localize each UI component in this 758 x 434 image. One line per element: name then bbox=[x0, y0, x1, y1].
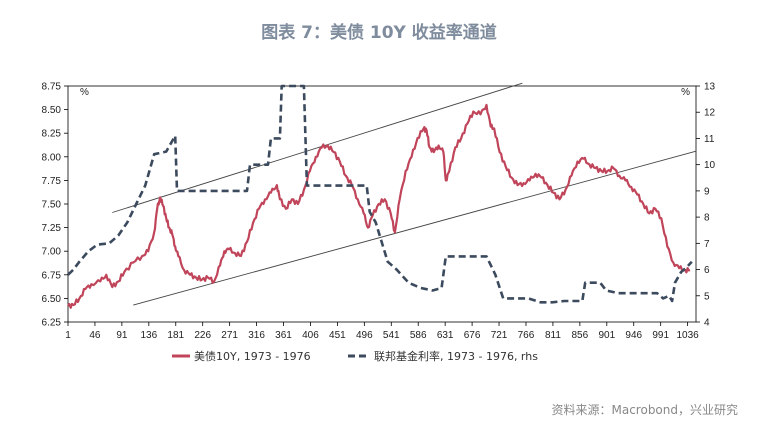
x-tick-label-13: 586 bbox=[410, 330, 427, 341]
y-left-tick-label-6: 7.75 bbox=[42, 176, 62, 187]
y-left-tick-label-1: 6.50 bbox=[42, 294, 62, 305]
x-tick-label-0: 1 bbox=[65, 330, 71, 341]
y-left-tick-label-4: 7.25 bbox=[42, 223, 62, 234]
x-tick-label-6: 271 bbox=[221, 330, 238, 341]
x-tick-label-2: 91 bbox=[116, 330, 128, 341]
channel-line-0 bbox=[112, 82, 523, 213]
y-axis-right-unit: % bbox=[681, 87, 690, 98]
y-left-tick-label-7: 8.00 bbox=[42, 152, 62, 163]
legend: 美债10Y, 1973 - 1976 联邦基金利率, 1973 - 1976, … bbox=[172, 349, 538, 363]
series-lines bbox=[67, 84, 693, 309]
x-tick-label-1: 46 bbox=[89, 330, 101, 341]
x-axis: 1 46 91 136 181 226 271 316 361 406 451 496 541 586 63… bbox=[65, 322, 699, 341]
x-tick-label-20: 901 bbox=[598, 330, 615, 341]
x-tick-label-9: 406 bbox=[302, 330, 319, 341]
x-tick-label-4: 181 bbox=[167, 330, 184, 341]
y-right-tick-label-4: 8 bbox=[704, 213, 710, 224]
x-tick-label-16: 721 bbox=[491, 330, 508, 341]
y-left-tick-label-0: 6.25 bbox=[42, 318, 62, 329]
y-right-tick-label-1: 5 bbox=[704, 291, 710, 302]
y-right-tick-label-9: 13 bbox=[704, 82, 716, 93]
channel-lines bbox=[112, 82, 697, 306]
y-right-tick-label-6: 10 bbox=[704, 160, 716, 171]
x-tick-label-18: 811 bbox=[545, 330, 561, 341]
y-left-tick-label-9: 8.50 bbox=[42, 105, 62, 116]
plot-area: 1 46 91 136 181 226 271 316 361 406 451 496 541 586 63… bbox=[42, 82, 716, 342]
y-left-tick-label-3: 7.00 bbox=[42, 247, 62, 258]
x-tick-label-14: 631 bbox=[437, 330, 454, 341]
x-tick-label-10: 451 bbox=[329, 330, 346, 341]
y-left-tick-label-8: 8.25 bbox=[42, 129, 62, 140]
channel-line-1 bbox=[133, 150, 697, 306]
y-axis-left-unit: % bbox=[80, 87, 89, 98]
source-note: 资料来源：Macrobond，兴业研究 bbox=[552, 402, 739, 417]
legend-label-yield: 美债10Y, 1973 - 1976 bbox=[194, 349, 311, 363]
x-tick-label-23: 1036 bbox=[676, 330, 699, 341]
y-axis-left: 6.25 6.50 6.75 7.00 7.25 7.50 7.75 8.00 8.25 8.50… bbox=[42, 82, 68, 329]
x-tick-label-3: 136 bbox=[140, 330, 157, 341]
legend-item-fed-funds: 联邦基金利率, 1973 - 1976, rhs bbox=[348, 349, 538, 363]
x-tick-label-21: 946 bbox=[625, 330, 642, 341]
legend-label-fed-funds: 联邦基金利率, 1973 - 1976, rhs bbox=[374, 349, 538, 363]
x-tick-label-19: 856 bbox=[572, 330, 589, 341]
y-right-tick-label-3: 7 bbox=[704, 239, 710, 250]
chart-title: 图表 7：美债 10Y 收益率通道 bbox=[261, 22, 497, 43]
legend-item-yield: 美债10Y, 1973 - 1976 bbox=[172, 349, 311, 363]
x-tick-label-15: 676 bbox=[464, 330, 481, 341]
x-tick-label-22: 991 bbox=[652, 330, 669, 341]
x-tick-label-12: 541 bbox=[383, 330, 400, 341]
y-right-tick-label-2: 6 bbox=[704, 265, 710, 276]
x-tick-label-7: 316 bbox=[248, 330, 265, 341]
y-right-tick-label-0: 4 bbox=[704, 318, 710, 329]
y-left-tick-label-5: 7.50 bbox=[42, 200, 62, 211]
y-left-tick-label-2: 6.75 bbox=[42, 270, 62, 281]
y-right-tick-label-8: 12 bbox=[704, 108, 716, 119]
y-left-tick-label-10: 8.75 bbox=[42, 82, 62, 93]
y-right-tick-label-7: 11 bbox=[704, 134, 715, 145]
x-tick-label-8: 361 bbox=[275, 330, 292, 341]
y-right-tick-label-5: 9 bbox=[704, 186, 710, 197]
series-line-1 bbox=[67, 84, 693, 304]
x-tick-label-11: 496 bbox=[356, 330, 373, 341]
x-tick-label-5: 226 bbox=[194, 330, 211, 341]
x-tick-label-17: 766 bbox=[518, 330, 535, 341]
series-line-0 bbox=[67, 103, 691, 309]
y-axis-right: 4 5 6 7 8 9 10 11 12 13 bbox=[696, 82, 716, 329]
